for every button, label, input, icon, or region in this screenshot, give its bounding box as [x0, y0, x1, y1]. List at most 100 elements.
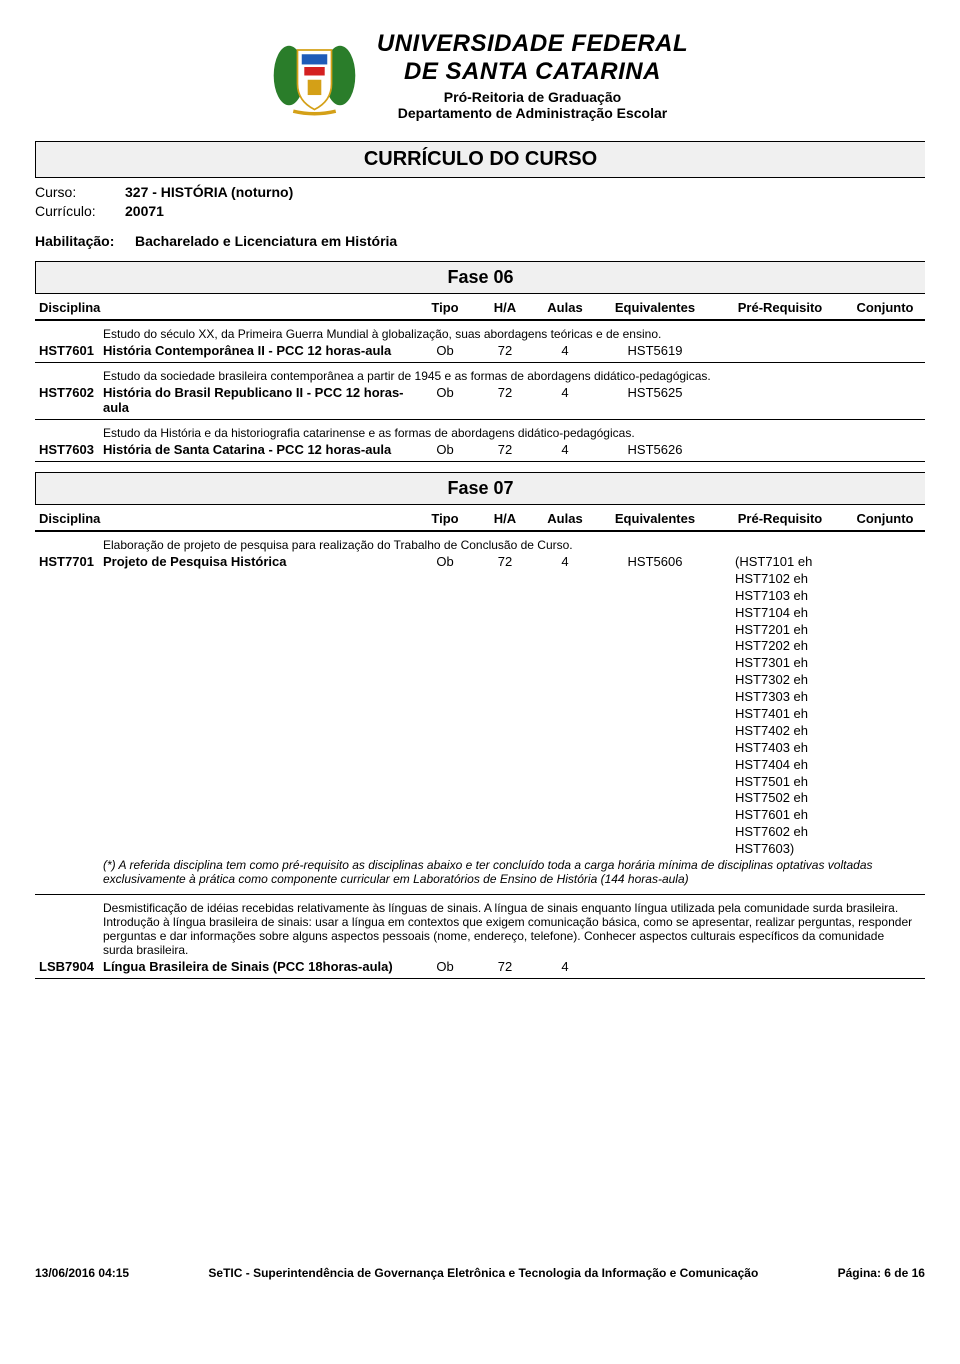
- col-conjunto: Conjunto: [845, 300, 925, 315]
- course-equiv: HST5619: [595, 343, 715, 358]
- col-equiv: Equivalentes: [595, 300, 715, 315]
- course-ha: 72: [475, 554, 535, 569]
- course-code: LSB7904: [35, 959, 103, 974]
- course-ha: 72: [475, 343, 535, 358]
- course-code: HST7601: [35, 343, 103, 358]
- course-description: Estudo da sociedade brasileira contempor…: [35, 369, 925, 383]
- col-prereq: Pré-Requisito: [715, 511, 845, 526]
- footer-page: Página: 6 de 16: [838, 1266, 925, 1280]
- course-row: HST7603História de Santa Catarina - PCC …: [35, 442, 925, 457]
- course-aulas: 4: [535, 385, 595, 400]
- course-block: Elaboração de projeto de pesquisa para r…: [35, 532, 925, 895]
- course-aulas: 4: [535, 442, 595, 457]
- col-equiv: Equivalentes: [595, 511, 715, 526]
- prereq-item: HST7402 eh: [735, 723, 845, 740]
- course-block: Estudo do século XX, da Primeira Guerra …: [35, 321, 925, 363]
- course-row: HST7602História do Brasil Republicano II…: [35, 385, 925, 415]
- prereq-item: HST7601 eh: [735, 807, 845, 824]
- course-tipo: Ob: [415, 343, 475, 358]
- prereq-item: HST7501 eh: [735, 774, 845, 791]
- col-disciplina: Disciplina: [35, 511, 415, 526]
- habilitacao-value: Bacharelado e Licenciatura em História: [135, 233, 397, 249]
- curso-row: Curso: 327 - HISTÓRIA (noturno): [35, 184, 925, 200]
- prereq-item: HST7401 eh: [735, 706, 845, 723]
- col-tipo: Tipo: [415, 300, 475, 315]
- curriculo-label: Currículo:: [35, 203, 125, 219]
- course-name: História de Santa Catarina - PCC 12 hora…: [103, 442, 415, 457]
- title-box: CURRÍCULO DO CURSO: [35, 141, 925, 178]
- course-equiv: HST5626: [595, 442, 715, 457]
- prereq-item: HST7303 eh: [735, 689, 845, 706]
- course-ha: 72: [475, 959, 535, 974]
- course-ha: 72: [475, 442, 535, 457]
- course-code: HST7603: [35, 442, 103, 457]
- col-disciplina: Disciplina: [35, 300, 415, 315]
- prereq-item: HST7502 eh: [735, 790, 845, 807]
- course-description: Estudo do século XX, da Primeira Guerra …: [35, 327, 925, 341]
- habilitacao-row: Habilitação: Bacharelado e Licenciatura …: [35, 233, 925, 249]
- course-equiv: HST5606: [595, 554, 715, 569]
- col-ha: H/A: [475, 300, 535, 315]
- course-prereq: (HST7101 ehHST7102 ehHST7103 ehHST7104 e…: [715, 554, 845, 858]
- course-aulas: 4: [535, 554, 595, 569]
- header-sub2: Departamento de Administração Escolar: [377, 105, 688, 121]
- course-code: HST7602: [35, 385, 103, 400]
- course-block: Estudo da História e da historiografia c…: [35, 420, 925, 462]
- col-ha: H/A: [475, 511, 535, 526]
- table-header: DisciplinaTipoH/AAulasEquivalentesPré-Re…: [35, 505, 925, 532]
- col-aulas: Aulas: [535, 300, 595, 315]
- course-ha: 72: [475, 385, 535, 400]
- course-block: Estudo da sociedade brasileira contempor…: [35, 363, 925, 420]
- header: UNIVERSIDADE FEDERAL DE SANTA CATARINA P…: [35, 30, 925, 121]
- prereq-item: HST7404 eh: [735, 757, 845, 774]
- col-conjunto: Conjunto: [845, 511, 925, 526]
- university-name-line2: DE SANTA CATARINA: [377, 58, 688, 86]
- course-name: História Contemporânea II - PCC 12 horas…: [103, 343, 415, 358]
- course-row: LSB7904Língua Brasileira de Sinais (PCC …: [35, 959, 925, 974]
- col-aulas: Aulas: [535, 511, 595, 526]
- col-tipo: Tipo: [415, 511, 475, 526]
- course-aulas: 4: [535, 343, 595, 358]
- course-description: Estudo da História e da historiografia c…: [35, 426, 925, 440]
- prereq-item: HST7102 eh: [735, 571, 845, 588]
- course-row: HST7701Projeto de Pesquisa HistóricaOb72…: [35, 554, 925, 858]
- ufsc-logo-icon: [272, 33, 357, 118]
- course-row: HST7601História Contemporânea II - PCC 1…: [35, 343, 925, 358]
- curso-value: 327 - HISTÓRIA (noturno): [125, 184, 293, 200]
- prereq-item: HST7603): [735, 841, 845, 858]
- course-note: (*) A referida disciplina tem como pré-r…: [35, 858, 925, 886]
- course-name: Projeto de Pesquisa Histórica: [103, 554, 415, 569]
- prereq-list: (HST7101 ehHST7102 ehHST7103 ehHST7104 e…: [735, 554, 845, 858]
- curriculo-value: 20071: [125, 203, 164, 219]
- footer-date: 13/06/2016 04:15: [35, 1266, 129, 1280]
- course-block: Desmistificação de idéias recebidas rela…: [35, 895, 925, 979]
- prereq-item: HST7602 eh: [735, 824, 845, 841]
- curriculo-row: Currículo: 20071: [35, 203, 925, 219]
- prereq-item: HST7301 eh: [735, 655, 845, 672]
- phase-header: Fase 07: [35, 472, 925, 505]
- col-prereq: Pré-Requisito: [715, 300, 845, 315]
- header-sub1: Pró-Reitoria de Graduação: [377, 89, 688, 105]
- prereq-item: HST7202 eh: [735, 638, 845, 655]
- footer: 13/06/2016 04:15 SeTIC - Superintendênci…: [35, 1266, 925, 1280]
- course-name: História do Brasil Republicano II - PCC …: [103, 385, 415, 415]
- header-text: UNIVERSIDADE FEDERAL DE SANTA CATARINA P…: [377, 30, 688, 121]
- course-code: HST7701: [35, 554, 103, 569]
- phase-header: Fase 06: [35, 261, 925, 294]
- table-header: DisciplinaTipoH/AAulasEquivalentesPré-Re…: [35, 294, 925, 321]
- phase-title: Fase 07: [46, 478, 915, 499]
- course-description: Desmistificação de idéias recebidas rela…: [35, 901, 925, 957]
- habilitacao-label: Habilitação:: [35, 233, 135, 249]
- course-description: Elaboração de projeto de pesquisa para r…: [35, 538, 925, 552]
- course-tipo: Ob: [415, 554, 475, 569]
- course-tipo: Ob: [415, 959, 475, 974]
- prereq-item: HST7302 eh: [735, 672, 845, 689]
- course-tipo: Ob: [415, 385, 475, 400]
- prereq-item: HST7403 eh: [735, 740, 845, 757]
- phase-title: Fase 06: [46, 267, 915, 288]
- prereq-item: HST7104 eh: [735, 605, 845, 622]
- course-name: Língua Brasileira de Sinais (PCC 18horas…: [103, 959, 415, 974]
- footer-org: SeTIC - Superintendência de Governança E…: [208, 1266, 758, 1280]
- course-aulas: 4: [535, 959, 595, 974]
- page-title: CURRÍCULO DO CURSO: [46, 148, 915, 171]
